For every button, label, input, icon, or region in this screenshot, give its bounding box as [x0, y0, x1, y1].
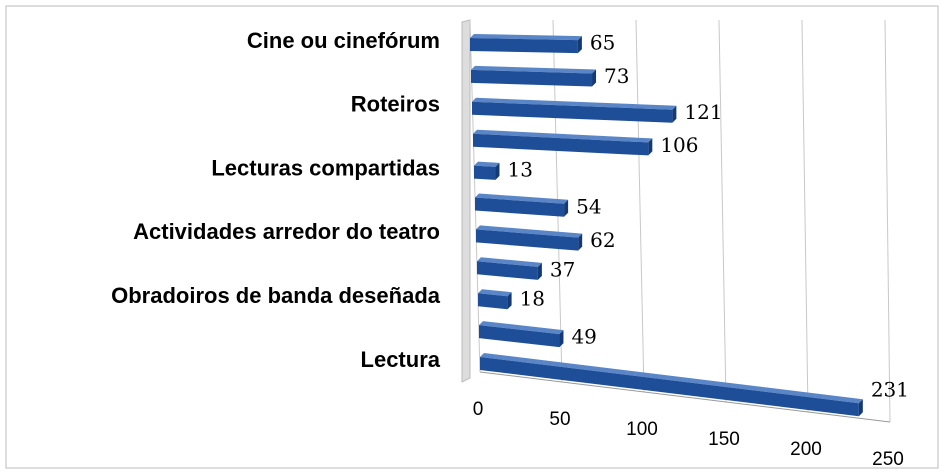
data-label: 18	[520, 287, 545, 311]
grid-line	[718, 19, 727, 403]
y-tick-label: Obradoiros de banda deseñada	[111, 283, 441, 308]
data-label: 73	[604, 64, 629, 88]
bar-top	[480, 353, 863, 404]
data-label: 121	[684, 100, 722, 124]
bar-top	[478, 289, 512, 297]
bar-top	[479, 321, 564, 335]
data-label: 65	[590, 31, 615, 55]
bar-end	[672, 105, 677, 123]
bar	[473, 133, 649, 156]
bar-end	[578, 233, 583, 251]
bar	[477, 261, 538, 280]
bar-top	[471, 65, 597, 74]
bar-top	[477, 257, 542, 267]
bar-end	[559, 330, 564, 348]
y-tick-label: Lectura	[361, 347, 441, 372]
grid-line	[884, 19, 891, 423]
bar	[478, 293, 508, 310]
y-tick-label: Lecturas compartidas	[211, 155, 440, 180]
bar-top	[473, 129, 653, 143]
data-label: 37	[550, 257, 575, 281]
axis-wall	[461, 19, 471, 383]
x-tick-label: 250	[872, 449, 904, 470]
bar-end	[564, 199, 569, 217]
bar-end	[537, 262, 542, 280]
bar	[480, 357, 859, 417]
x-tick-label: 50	[549, 409, 570, 430]
y-tick-label: Roteiros	[351, 92, 440, 117]
bar-top	[474, 161, 500, 167]
grid-line	[635, 19, 645, 393]
bar-top	[472, 97, 677, 110]
bar-end	[495, 162, 500, 180]
data-label: 49	[571, 325, 596, 349]
bar	[474, 165, 496, 180]
x-tick-label: 0	[473, 399, 484, 420]
bar-top	[475, 193, 569, 204]
data-label: 231	[871, 378, 909, 402]
x-tick-label: 100	[626, 419, 658, 440]
y-tick-label: Actividades arredor do teatro	[133, 219, 440, 244]
bar-top	[470, 34, 582, 41]
data-label: 13	[507, 157, 532, 181]
bar-end	[648, 138, 653, 156]
x-tick-label: 200	[790, 439, 822, 460]
data-label: 54	[576, 194, 601, 218]
bar	[479, 325, 560, 348]
bar	[476, 229, 579, 251]
data-label: 62	[590, 228, 615, 252]
data-label: 106	[660, 133, 698, 157]
y-tick-label: Cine ou cinefórum	[247, 28, 440, 53]
grid-line	[801, 19, 809, 413]
bar-end	[592, 69, 597, 87]
bar	[470, 38, 578, 54]
bar	[471, 69, 593, 87]
bar-top	[476, 225, 583, 238]
bar-end	[507, 292, 512, 310]
bar-end	[858, 399, 863, 417]
x-tick-label: 150	[708, 429, 740, 450]
bar	[475, 197, 565, 217]
bar-end	[577, 36, 582, 54]
x-axis	[479, 371, 891, 423]
bar	[472, 101, 673, 123]
